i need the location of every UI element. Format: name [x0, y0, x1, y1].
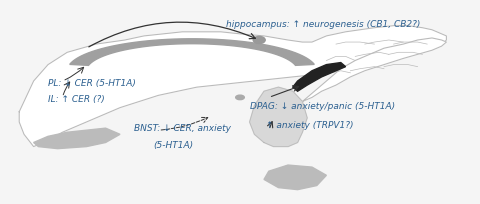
Text: BNST: ↓ CER, anxiety: BNST: ↓ CER, anxiety — [134, 124, 231, 133]
Ellipse shape — [236, 96, 244, 100]
Text: DPAG: ↓ anxiety/panic (5-HT1A): DPAG: ↓ anxiety/panic (5-HT1A) — [250, 101, 395, 110]
Polygon shape — [302, 39, 446, 102]
Text: ↑ anxiety (TRPV1?): ↑ anxiety (TRPV1?) — [266, 121, 354, 130]
Text: PL: ↓ CER (5-HT1A): PL: ↓ CER (5-HT1A) — [48, 79, 136, 88]
Ellipse shape — [253, 37, 265, 44]
Polygon shape — [34, 129, 120, 149]
Polygon shape — [264, 165, 326, 190]
Text: hippocampus: ↑ neurogenesis (CB1, CB2?): hippocampus: ↑ neurogenesis (CB1, CB2?) — [226, 20, 420, 29]
Text: IL: ↑ CER (?): IL: ↑ CER (?) — [48, 95, 105, 104]
Polygon shape — [19, 27, 446, 147]
Polygon shape — [70, 40, 314, 66]
Polygon shape — [250, 88, 307, 147]
Polygon shape — [293, 63, 346, 92]
Text: (5-HT1A): (5-HT1A) — [154, 140, 194, 149]
